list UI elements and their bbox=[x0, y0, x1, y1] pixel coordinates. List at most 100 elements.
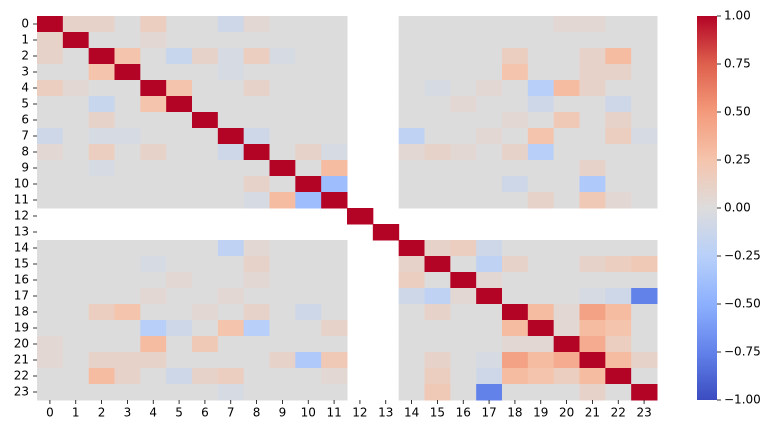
heatmap-cell bbox=[217, 96, 245, 113]
heatmap-cell bbox=[114, 32, 141, 49]
heatmap-cell bbox=[579, 304, 606, 321]
heatmap-cell bbox=[62, 176, 90, 193]
heatmap-cell bbox=[295, 352, 322, 369]
heatmap-cell bbox=[62, 304, 90, 321]
heatmap-cell bbox=[217, 128, 245, 145]
heatmap-cell bbox=[579, 176, 606, 193]
heatmap-cell bbox=[527, 304, 555, 321]
y-tick-label: 15 bbox=[14, 257, 29, 271]
heatmap-cell bbox=[88, 272, 115, 289]
x-tick-label: 8 bbox=[253, 406, 261, 420]
heatmap-cell bbox=[321, 144, 348, 161]
heatmap-cell bbox=[450, 176, 477, 193]
heatmap-cell bbox=[269, 16, 296, 33]
heatmap-cell bbox=[527, 288, 555, 305]
heatmap-cell bbox=[114, 320, 141, 337]
heatmap-cell bbox=[321, 320, 348, 337]
heatmap-cell bbox=[88, 192, 115, 209]
heatmap-cell bbox=[424, 112, 451, 129]
heatmap-cell bbox=[553, 144, 580, 161]
heatmap-cell bbox=[269, 272, 296, 289]
heatmap-cell bbox=[88, 176, 115, 193]
heatmap-cell bbox=[631, 80, 658, 97]
heatmap-cell bbox=[398, 144, 425, 161]
heatmap-cell bbox=[631, 32, 658, 49]
heatmap-cell bbox=[476, 320, 503, 337]
heatmap-cell bbox=[114, 160, 141, 177]
heatmap-cell bbox=[37, 96, 64, 113]
heatmap-cell bbox=[62, 336, 90, 353]
heatmap-cell bbox=[631, 368, 658, 385]
heatmap-cell bbox=[243, 144, 270, 161]
heatmap-cell bbox=[166, 176, 193, 193]
heatmap-cell bbox=[243, 288, 270, 305]
heatmap-cell bbox=[553, 320, 580, 337]
heatmap-cell bbox=[631, 112, 658, 129]
heatmap-cell bbox=[192, 192, 219, 209]
heatmap-cell bbox=[579, 32, 606, 49]
heatmap-cell bbox=[140, 336, 167, 353]
heatmap-cell bbox=[166, 288, 193, 305]
heatmap-cell bbox=[527, 352, 555, 369]
heatmap-cell bbox=[295, 256, 322, 273]
heatmap-cell bbox=[553, 288, 580, 305]
heatmap-cell bbox=[37, 384, 64, 401]
heatmap-cell bbox=[114, 48, 141, 65]
heatmap-cell bbox=[114, 128, 141, 145]
heatmap-cell bbox=[321, 256, 348, 273]
y-tick-label: 23 bbox=[14, 385, 29, 399]
heatmap-cell bbox=[88, 64, 115, 81]
heatmap-cell bbox=[347, 208, 374, 225]
heatmap-cell bbox=[88, 240, 115, 257]
heatmap-cell bbox=[527, 256, 555, 273]
heatmap-cell bbox=[166, 320, 193, 337]
heatmap-cell bbox=[243, 272, 270, 289]
heatmap-cell bbox=[502, 32, 529, 49]
heatmap-cell bbox=[476, 336, 503, 353]
heatmap-cell bbox=[502, 320, 529, 337]
heatmap-cell bbox=[269, 160, 296, 177]
heatmap-cell bbox=[527, 48, 555, 65]
heatmap-cell bbox=[37, 320, 64, 337]
heatmap-cell bbox=[243, 240, 270, 257]
heatmap-cell bbox=[527, 272, 555, 289]
heatmap-cell bbox=[424, 64, 451, 81]
heatmap-cell bbox=[476, 128, 503, 145]
heatmap-cell bbox=[450, 128, 477, 145]
heatmap-cell bbox=[243, 176, 270, 193]
heatmap-cell bbox=[192, 64, 219, 81]
heatmap-cell bbox=[502, 256, 529, 273]
x-tick-label: 21 bbox=[585, 406, 600, 420]
heatmap-cell bbox=[631, 320, 658, 337]
heatmap-cell bbox=[553, 64, 580, 81]
heatmap-cell bbox=[192, 144, 219, 161]
heatmap-cell bbox=[269, 176, 296, 193]
heatmap-cell bbox=[527, 16, 555, 33]
heatmap-cell bbox=[424, 336, 451, 353]
heatmap-cell bbox=[527, 32, 555, 49]
heatmap-cell bbox=[502, 272, 529, 289]
heatmap-cell bbox=[166, 80, 193, 97]
y-tick-label: 11 bbox=[14, 193, 29, 207]
heatmap-cell bbox=[321, 176, 348, 193]
heatmap-cell bbox=[114, 176, 141, 193]
heatmap-cell bbox=[398, 288, 425, 305]
heatmap-cell bbox=[140, 272, 167, 289]
heatmap-cell bbox=[450, 144, 477, 161]
heatmap-cell bbox=[114, 384, 141, 401]
x-tick-label: 1 bbox=[72, 406, 80, 420]
heatmap-cell bbox=[166, 160, 193, 177]
heatmap-cell bbox=[114, 16, 141, 33]
heatmap-cell bbox=[62, 64, 90, 81]
heatmap-cell bbox=[553, 256, 580, 273]
heatmap-cell bbox=[476, 288, 503, 305]
heatmap-cell bbox=[37, 192, 64, 209]
y-tick-label: 14 bbox=[14, 241, 29, 255]
heatmap-cell bbox=[502, 384, 529, 401]
heatmap-cell bbox=[579, 192, 606, 209]
heatmap-cell bbox=[217, 272, 245, 289]
heatmap-cell bbox=[37, 368, 64, 385]
heatmap-cell bbox=[424, 96, 451, 113]
heatmap-cell bbox=[269, 64, 296, 81]
heatmap-cell bbox=[62, 352, 90, 369]
